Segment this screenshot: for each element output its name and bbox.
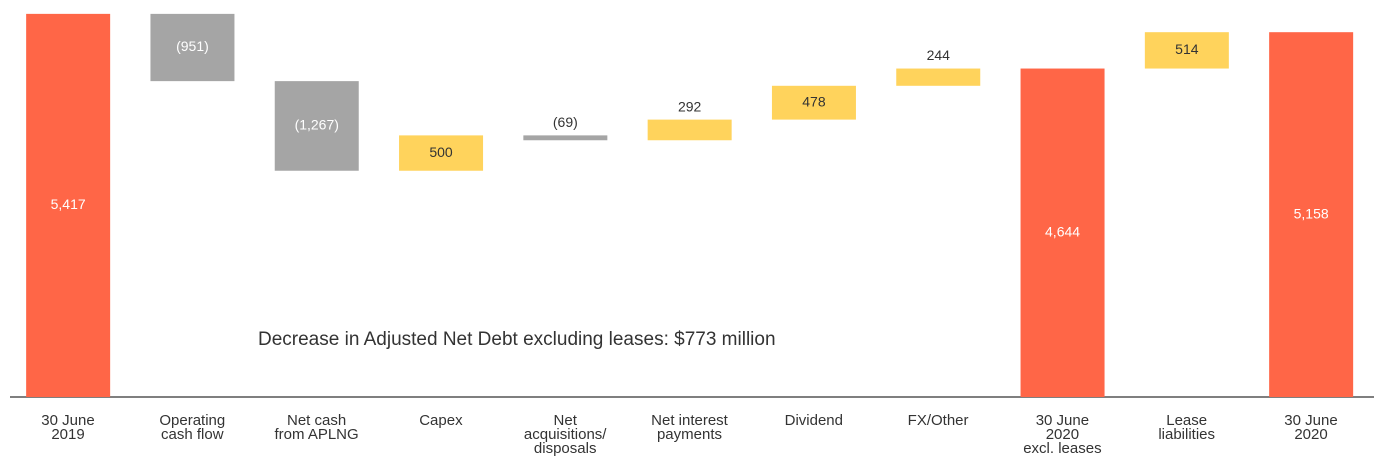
bar [1269,32,1354,398]
annotation: Decrease in Adjusted Net Debt excluding … [258,329,776,350]
x-tick-label: Net acquisitions/ disposals [523,412,607,457]
x-tick-label: 30 June 2019 [41,412,95,443]
bar [771,85,856,120]
value-label: (951) [176,38,209,54]
value-label: 478 [802,93,826,109]
x-tick-label: 30 June 2020 [1284,412,1338,443]
x-tick-label: Net cash from APLNG [274,412,359,443]
bar [647,119,732,141]
value-label: (1,267) [295,117,339,133]
bar [150,13,235,82]
x-tick-label: Lease liabilities [1158,412,1216,443]
value-label: 5,158 [1294,205,1329,221]
x-tick-label: Capex [419,412,463,429]
bar [399,135,484,171]
x-tick-label: 30 June 2020 excl. leases [1023,412,1102,457]
value-label: 500 [429,144,453,160]
value-label: 514 [1175,41,1199,57]
x-tick-label: Net interest payments [651,412,728,443]
bar [1020,68,1105,398]
x-tick-label: Dividend [784,412,843,429]
value-label: 244 [927,47,951,63]
x-tick-label: FX/Other [907,412,969,429]
bar [26,13,111,398]
bar [523,135,608,141]
bar [1144,32,1229,69]
x-tick-label: Operating cash flow [159,412,226,443]
bar [274,81,359,171]
value-label: 5,417 [51,196,86,212]
bar [896,68,981,86]
value-label: (69) [553,114,578,130]
value-label: 292 [678,98,702,114]
value-label: 4,644 [1045,223,1080,239]
